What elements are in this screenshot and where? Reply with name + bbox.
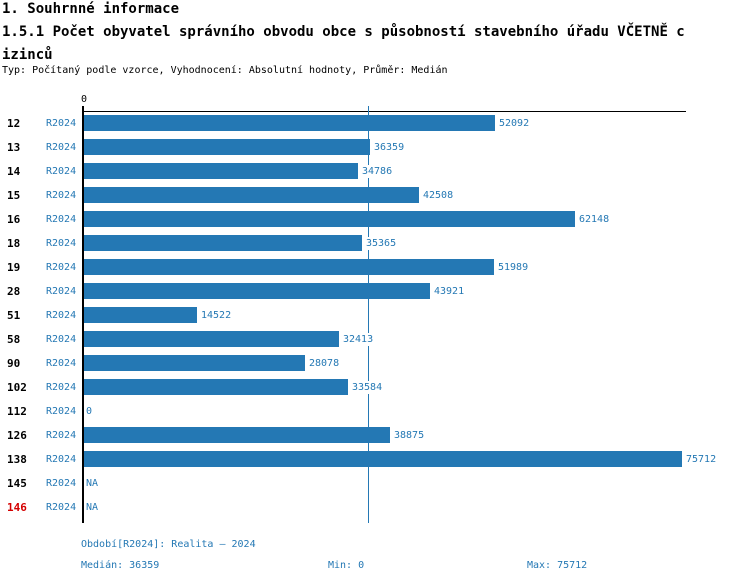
bar	[84, 451, 682, 467]
bar-value-label: 28078	[308, 356, 341, 370]
bar-value-label: NA	[85, 500, 100, 514]
bar-value-label: 75712	[685, 452, 718, 466]
bar-value-label: 51989	[497, 260, 530, 274]
row-series-label: R2024	[46, 501, 77, 513]
row-series-label: R2024	[46, 213, 77, 225]
bar-value-label: 14522	[200, 308, 233, 322]
row-category-label: 126	[7, 428, 27, 442]
bar-value-label: 38875	[393, 428, 426, 442]
row-series-label: R2024	[46, 477, 77, 489]
row-series-label: R2024	[46, 405, 77, 417]
bar-value-label: 32413	[342, 332, 375, 346]
row-category-label: 14	[7, 164, 21, 178]
bar-value-label: 42508	[422, 188, 455, 202]
row-category-label: 58	[7, 332, 21, 346]
row-category-label: 16	[7, 212, 21, 226]
bar	[84, 139, 370, 155]
y-axis-line	[82, 106, 84, 523]
row-category-label: 12	[7, 116, 21, 130]
bar-value-label: 33584	[351, 380, 384, 394]
indicator-title-line2: izinců	[2, 47, 53, 63]
bar-value-label: 62148	[578, 212, 611, 226]
bar	[84, 355, 305, 371]
indicator-meta: Typ: Počítaný podle vzorce, Vyhodnocení:…	[2, 65, 448, 76]
row-series-label: R2024	[46, 381, 77, 393]
footer-max: Max: 75712	[527, 560, 588, 571]
row-category-label: 15	[7, 188, 21, 202]
bar	[84, 283, 430, 299]
row-series-label: R2024	[46, 189, 77, 201]
row-category-label: 145	[7, 476, 27, 490]
bar-value-label: 0	[85, 404, 94, 418]
bar-value-label: NA	[85, 476, 100, 490]
row-series-label: R2024	[46, 333, 77, 345]
row-series-label: R2024	[46, 285, 77, 297]
row-category-label: 138	[7, 452, 27, 466]
row-category-label: 28	[7, 284, 21, 298]
row-category-label: 146	[7, 500, 27, 514]
median-reference-line	[368, 106, 369, 523]
row-category-label: 18	[7, 236, 21, 250]
bar-value-label: 35365	[365, 236, 398, 250]
row-series-label: R2024	[46, 141, 77, 153]
report-section-title: 1. Souhrnné informace	[2, 1, 180, 17]
bar	[84, 307, 197, 323]
bar-value-label: 43921	[433, 284, 466, 298]
row-category-label: 112	[7, 404, 27, 418]
footer-median: Medián: 36359	[81, 560, 160, 571]
bar-value-label: 36359	[373, 140, 406, 154]
row-series-label: R2024	[46, 309, 77, 321]
bar	[84, 427, 390, 443]
bar	[84, 163, 358, 179]
indicator-title-line1: 1.5.1 Počet obyvatel správního obvodu ob…	[2, 24, 685, 40]
x-axis-zero-tick-label: 0	[80, 94, 88, 105]
row-series-label: R2024	[46, 429, 77, 441]
bar	[84, 115, 495, 131]
bar	[84, 379, 348, 395]
bar	[84, 235, 362, 251]
row-series-label: R2024	[46, 261, 77, 273]
footer-period: Období[R2024]: Realita – 2024	[81, 539, 256, 550]
row-series-label: R2024	[46, 117, 77, 129]
x-axis-line	[82, 111, 686, 112]
row-category-label: 13	[7, 140, 21, 154]
bar-value-label: 34786	[361, 164, 394, 178]
footer-min: Min: 0	[328, 560, 365, 571]
row-category-label: 19	[7, 260, 21, 274]
bar	[84, 259, 494, 275]
bar	[84, 187, 419, 203]
row-series-label: R2024	[46, 165, 77, 177]
bar	[84, 211, 575, 227]
row-category-label: 51	[7, 308, 21, 322]
row-series-label: R2024	[46, 237, 77, 249]
bar	[84, 331, 339, 347]
row-series-label: R2024	[46, 453, 77, 465]
row-series-label: R2024	[46, 357, 77, 369]
bar-value-label: 52092	[498, 116, 531, 130]
row-category-label: 102	[7, 380, 27, 394]
row-category-label: 90	[7, 356, 21, 370]
